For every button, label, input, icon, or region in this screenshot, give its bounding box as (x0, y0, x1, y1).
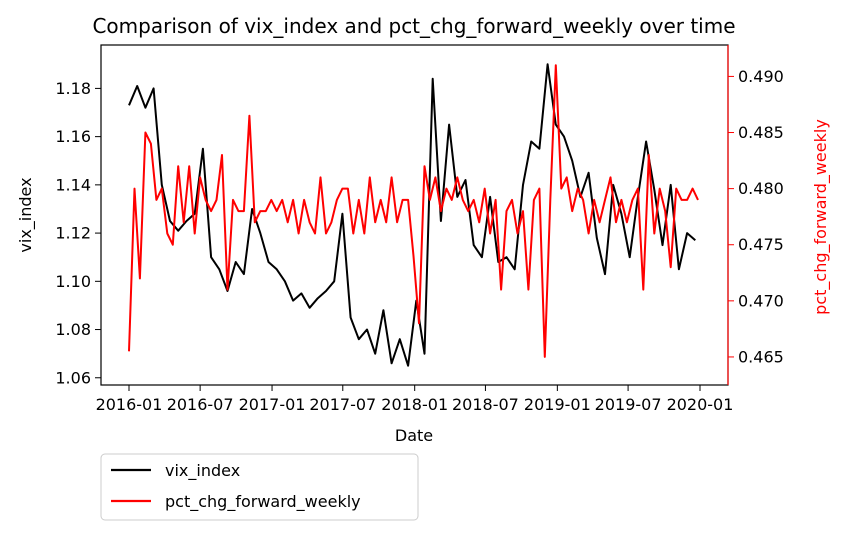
x-tick-label: 2019-01 (524, 395, 591, 414)
y-axis-right-label: pct_chg_forward_weekly (811, 119, 831, 315)
x-tick-label: 2020-01 (667, 395, 734, 414)
y-right-tick-label: 0.465 (738, 347, 784, 366)
legend-frame (100, 453, 419, 521)
y-left-tick-label: 1.14 (55, 175, 91, 194)
x-tick-label: 2018-01 (381, 395, 448, 414)
y-left-tick-label: 1.10 (55, 272, 91, 291)
y-right-tick-label: 0.485 (738, 123, 784, 142)
y-left-tick-label: 1.08 (55, 320, 91, 339)
y-right-tick-label: 0.470 (738, 291, 784, 310)
y-right-tick-label: 0.480 (738, 179, 784, 198)
x-tick-label: 2016-07 (167, 395, 234, 414)
y-axis-right: 0.465 0.470 0.475 0.480 0.485 0.490 (728, 67, 784, 366)
plot-area (128, 63, 699, 367)
x-axis-label: Date (395, 426, 433, 445)
series-line-pct-chg-forward-weekly (128, 64, 699, 358)
legend-label-vix-index: vix_index (165, 461, 240, 481)
legend-label-pct-chg: pct_chg_forward_weekly (165, 492, 361, 512)
y-right-tick-label: 0.490 (738, 67, 784, 86)
y-left-tick-label: 1.12 (55, 224, 91, 243)
y-axis-left: 1.06 1.08 1.10 1.12 1.14 1.16 1.18 (55, 79, 101, 387)
chart-title: Comparison of vix_index and pct_chg_forw… (92, 14, 735, 38)
x-tick-label: 2017-07 (309, 395, 376, 414)
x-tick-label: 2017-01 (239, 395, 306, 414)
y-axis-left-label: vix_index (16, 177, 36, 252)
y-left-tick-label: 1.16 (55, 127, 91, 146)
y-right-tick-label: 0.475 (738, 235, 784, 254)
x-tick-label: 2018-07 (452, 395, 519, 414)
x-axis: 2016-01 2016-07 2017-01 2017-07 2018-01 2018-… (96, 385, 734, 414)
series-line-vix-index (128, 63, 696, 367)
x-tick-label: 2019-07 (595, 395, 662, 414)
y-left-tick-label: 1.06 (55, 368, 91, 387)
legend: vix_index pct_chg_forward_weekly (100, 453, 419, 521)
y-left-tick-label: 1.18 (55, 79, 91, 98)
x-tick-label: 2016-01 (96, 395, 163, 414)
